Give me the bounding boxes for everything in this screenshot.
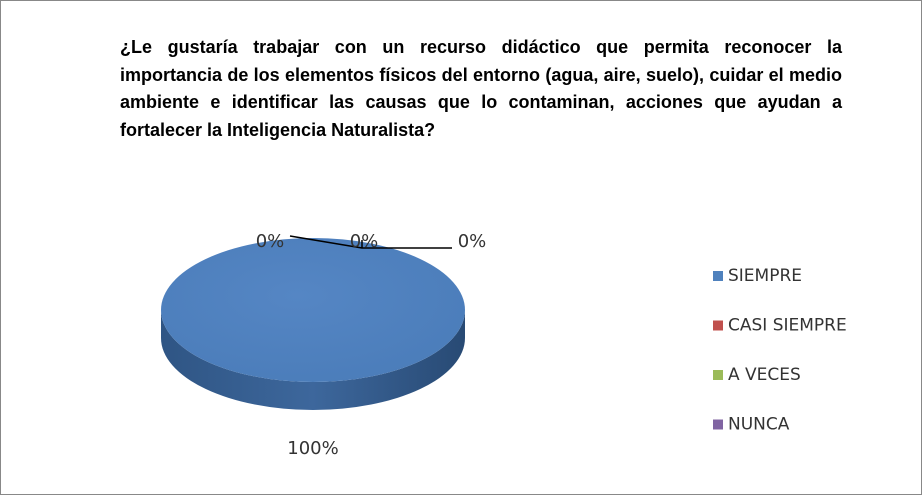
data-label: 0%: [256, 231, 285, 252]
data-label: 100%: [287, 438, 338, 459]
data-label: 0%: [458, 231, 487, 252]
legend-label: NUNCA: [728, 415, 790, 435]
legend-swatch: [713, 271, 723, 281]
legend-swatch: [713, 320, 723, 331]
legend-label: CASI SIEMPRE: [728, 316, 847, 336]
legend-label: SIEMPRE: [728, 266, 802, 286]
legend-swatch: [713, 419, 723, 430]
pie-side: [161, 310, 465, 410]
pie-slice: [161, 238, 465, 382]
legend-swatch: [713, 370, 723, 380]
chart-title: ¿Le gustaría trabajar con un recurso did…: [120, 37, 842, 140]
data-label: 0%: [350, 231, 379, 252]
legend-label: A VECES: [728, 365, 801, 385]
